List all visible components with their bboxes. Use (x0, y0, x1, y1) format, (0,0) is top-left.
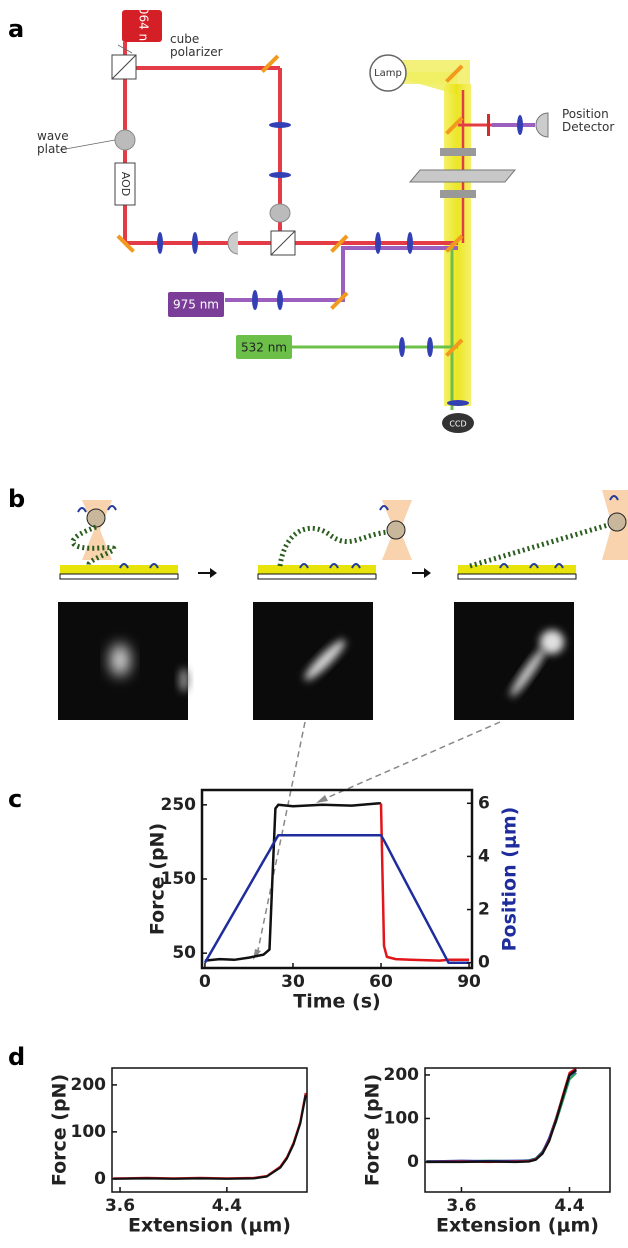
plot-frame (202, 790, 472, 968)
y-tick-label: 250 (161, 795, 197, 815)
data-line (426, 1073, 576, 1162)
data-line (113, 1093, 305, 1179)
data-line (426, 1070, 576, 1162)
panel-label: a (8, 15, 24, 43)
y-tick-label: 200 (384, 1065, 420, 1085)
data-line (205, 803, 381, 960)
data-line (381, 803, 469, 960)
plot-frame (112, 1068, 307, 1192)
x-tick-label: 3.6 (105, 1196, 135, 1216)
data-line (426, 1068, 576, 1162)
y2-tick-label: 2 (478, 900, 490, 920)
data-line (426, 1071, 576, 1162)
panel-label: c (8, 785, 22, 813)
ccd-label: CCD (449, 420, 466, 429)
panel-label: b (8, 485, 25, 513)
y-tick-label: 0 (407, 1152, 419, 1172)
data-line (205, 835, 469, 963)
laser-label: 975 nm (173, 298, 219, 312)
y-tick-label: 100 (384, 1108, 420, 1128)
x-tick-label: 60 (369, 972, 393, 992)
data-line (113, 1095, 305, 1179)
laser-label: 532 nm (241, 341, 287, 355)
x-tick-label: 4.4 (554, 1196, 584, 1216)
y-axis-title: Force (pN) (49, 1074, 71, 1186)
cube-polarizer-label: cube polarizer (170, 33, 240, 59)
fluorescence-images (58, 602, 574, 960)
y-tick-label: 50 (172, 943, 196, 963)
x-axis-title: Extension (μm) (128, 1215, 291, 1237)
wave-plate-label: wave plate (37, 130, 77, 156)
y2-axis-title: Position (μm) (499, 807, 521, 952)
x-tick-label: 0 (199, 972, 211, 992)
laser-label: 1064 nm (137, 0, 151, 53)
optical-diagram (60, 10, 548, 433)
figure: a b c d (0, 0, 628, 1248)
y-axis-title: Force (pN) (147, 823, 169, 935)
y-tick-label: 0 (94, 1169, 106, 1189)
y-tick-label: 100 (71, 1122, 107, 1142)
x-axis-title: Extension (μm) (436, 1215, 599, 1237)
position-detector-label: Position Detector (562, 108, 628, 134)
panel-label: d (8, 1043, 25, 1071)
x-axis-title: Time (s) (293, 991, 380, 1013)
x-tick-label: 4.4 (212, 1196, 242, 1216)
aod-label: AOD (119, 172, 132, 196)
lamp-label: Lamp (374, 68, 402, 79)
y-tick-label: 200 (71, 1075, 107, 1095)
y-axis-title: Force (pN) (362, 1074, 384, 1186)
plot-frame (425, 1068, 610, 1192)
x-tick-label: 90 (457, 972, 481, 992)
y2-tick-label: 6 (478, 793, 490, 813)
x-tick-label: 3.6 (446, 1196, 476, 1216)
y2-tick-label: 0 (478, 953, 490, 973)
y2-tick-label: 4 (478, 846, 490, 866)
page: a b c d (0, 0, 628, 1248)
tether-schematics (60, 490, 628, 579)
x-tick-label: 30 (281, 972, 305, 992)
